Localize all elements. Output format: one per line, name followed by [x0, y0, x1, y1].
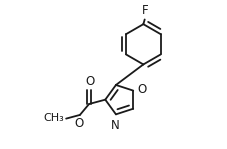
Text: CH₃: CH₃ — [43, 113, 64, 123]
Text: O: O — [74, 117, 84, 130]
Text: O: O — [137, 83, 146, 96]
Text: F: F — [141, 4, 147, 17]
Text: O: O — [85, 75, 94, 88]
Text: N: N — [110, 119, 119, 132]
